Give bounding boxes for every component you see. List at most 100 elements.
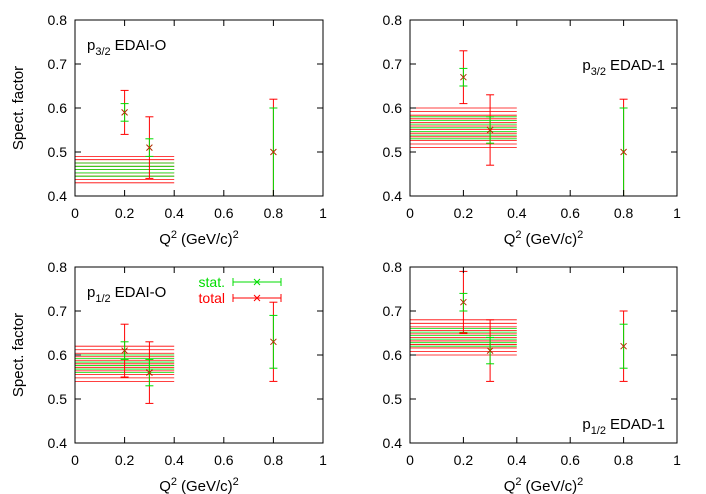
point-marker [121, 347, 128, 354]
x-label-sup: 2 [515, 476, 521, 488]
x-axis-label: Q2 (GeV/c)2 [504, 476, 584, 494]
point-marker [486, 347, 494, 354]
label-sub: 1/2 [95, 293, 110, 305]
x-label-unit: (GeV/c) [181, 231, 233, 248]
point-marker [460, 73, 467, 81]
x-tick-label: 0 [71, 452, 79, 468]
x-label-main: Q [504, 478, 516, 494]
plot-frame [409, 266, 678, 444]
panel-label: p1/2 EDAI-O [87, 284, 166, 305]
point [460, 298, 467, 306]
point-marker [460, 298, 467, 306]
point [146, 144, 153, 151]
x-tick-label: 0.2 [454, 452, 474, 468]
x-tick-label: 0.6 [560, 452, 580, 468]
y-tick-label: 0.5 [48, 144, 68, 160]
panel-label: p3/2 EDAI-O [87, 37, 166, 58]
label-particle: p [582, 416, 590, 433]
plot-area [410, 270, 628, 382]
point-marker [270, 338, 277, 346]
legend-label: total [199, 290, 225, 306]
legend-label: stat. [199, 274, 225, 290]
x-tick-label: 0 [71, 205, 79, 221]
plot-area [75, 301, 278, 404]
x-label-main: Q [159, 231, 171, 248]
label-sub: 3/2 [591, 66, 606, 78]
y-tick-label: 0.8 [48, 259, 68, 275]
x-label-unit: (GeV/c) [181, 478, 233, 494]
y-tick-label: 0.6 [383, 100, 403, 116]
x-tick-label: 0.6 [214, 452, 234, 468]
point-marker [486, 126, 494, 134]
panel: 0.4 0.5 0.6 0.7 0.8 0 0.2 0.4 0.6 0.8 1 p1/2 EDAD-1 Q… [383, 259, 682, 494]
label-text: EDAD-1 [610, 57, 665, 74]
x-label-sup: 2 [171, 229, 177, 241]
y-tick-label: 0.4 [383, 435, 403, 451]
x-label-sup: 2 [171, 476, 177, 488]
panel: 0.4 0.5 0.6 0.7 0.8 0 0.2 0.4 0.6 0.8 1 p3/2 EDAI-O Q… [10, 12, 327, 248]
x-tick-label: 0.4 [507, 452, 527, 468]
x-label-sup: 2 [515, 229, 521, 241]
y-tick-label: 0.4 [48, 188, 68, 204]
point [460, 73, 467, 81]
y-tick-label: 0.5 [383, 144, 403, 160]
y-tick-label: 0.7 [48, 303, 68, 319]
y-axis-label: Spect. factor [10, 66, 27, 150]
plot-frame [409, 19, 678, 197]
y-tick-label: 0.5 [383, 391, 403, 407]
x-label-unit-sup: 2 [233, 229, 239, 241]
point-marker [620, 148, 627, 156]
x-tick-label: 0.4 [507, 205, 527, 221]
x-tick-label: 1 [673, 205, 681, 221]
legend-marker [253, 278, 261, 286]
label-text: EDAI-O [115, 284, 167, 301]
x-tick-label: 0.4 [164, 205, 184, 221]
x-tick-label: 0.6 [214, 205, 234, 221]
x-tick-label: 0.4 [164, 452, 184, 468]
y-tick-label: 0.7 [48, 56, 68, 72]
x-tick-label: 0.2 [115, 205, 135, 221]
panel-label: p3/2 EDAD-1 [582, 57, 665, 78]
x-tick-label: 0 [406, 452, 414, 468]
label-text: EDAI-O [115, 37, 167, 54]
point [121, 347, 128, 354]
x-tick-label: 0.8 [614, 452, 634, 468]
point-marker [620, 342, 627, 350]
legend-marker [253, 294, 261, 302]
x-tick-label: 1 [319, 452, 327, 468]
panel: 0.4 0.5 0.6 0.7 0.8 0 0.2 0.4 0.6 0.8 1 p1/2 EDAI-O Q… [10, 259, 327, 494]
y-tick-label: 0.8 [383, 259, 403, 275]
x-axis-label: Q2 (GeV/c)2 [504, 229, 584, 248]
plot-frame [74, 19, 324, 197]
x-tick-label: 0 [406, 205, 414, 221]
y-tick-label: 0.6 [48, 347, 68, 363]
point-marker [270, 148, 277, 156]
x-tick-label: 0.8 [264, 205, 284, 221]
point-marker [121, 109, 128, 116]
x-tick-label: 0.2 [115, 452, 135, 468]
point [486, 347, 494, 354]
x-label-unit-sup: 2 [577, 476, 583, 488]
y-tick-label: 0.8 [48, 12, 68, 28]
y-tick-label: 0.7 [383, 303, 403, 319]
label-sub: 1/2 [591, 425, 606, 437]
x-tick-label: 0.8 [614, 205, 634, 221]
panel: 0.4 0.5 0.6 0.7 0.8 0 0.2 0.4 0.6 0.8 1 p3/2 EDAD-1 Q… [383, 12, 682, 248]
x-tick-label: 0.8 [264, 452, 284, 468]
x-axis-label: Q2 (GeV/c)2 [159, 476, 239, 494]
label-sub: 3/2 [95, 46, 110, 58]
y-axis-label: Spect. factor [10, 313, 27, 397]
point [121, 109, 128, 116]
y-tick-label: 0.8 [383, 12, 403, 28]
y-tick-label: 0.5 [48, 391, 68, 407]
x-label-unit: (GeV/c) [525, 478, 577, 494]
x-label-unit-sup: 2 [233, 476, 239, 488]
y-tick-label: 0.7 [383, 56, 403, 72]
plot-area [75, 89, 278, 196]
x-label-unit: (GeV/c) [525, 231, 577, 248]
label-particle: p [87, 37, 95, 54]
point [270, 338, 277, 346]
y-tick-label: 0.6 [48, 100, 68, 116]
